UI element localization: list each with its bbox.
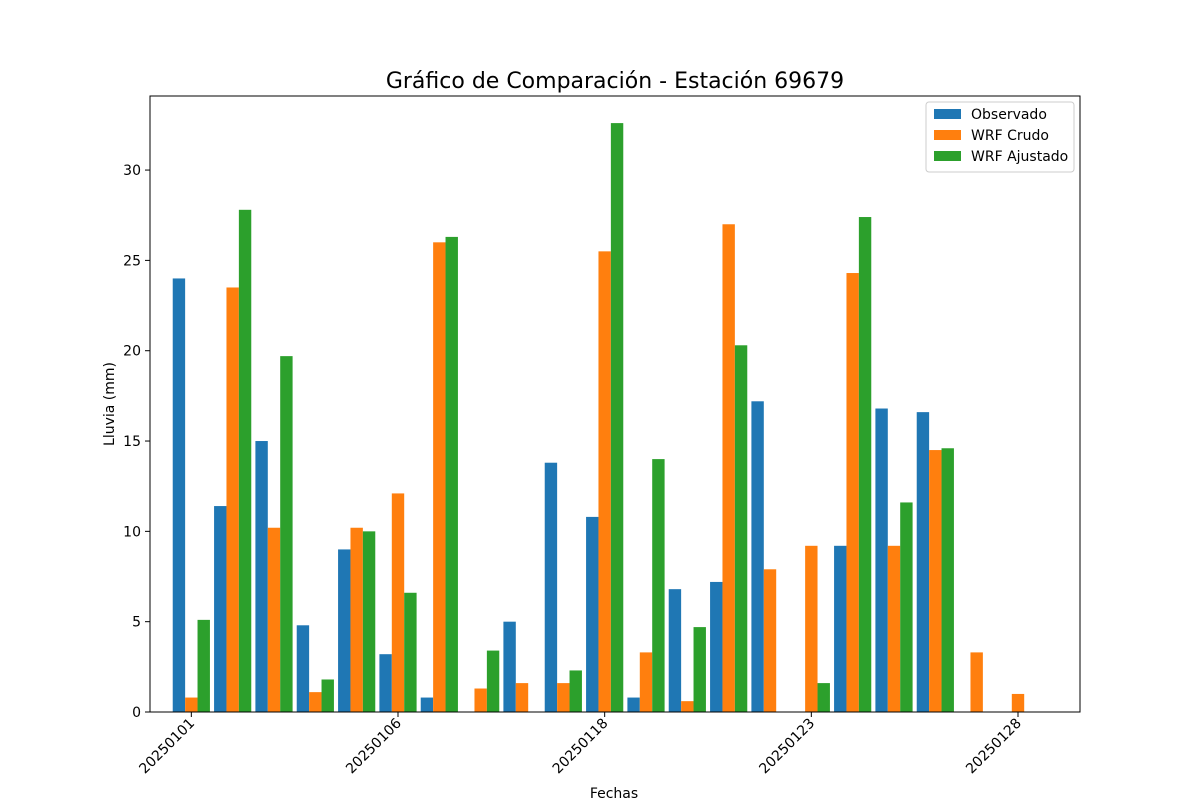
bar-wrf-ajustado-17 xyxy=(900,502,913,712)
x-tick-label: 20250128 xyxy=(963,716,1025,778)
bar-wrf-crudo-14 xyxy=(763,569,777,712)
bar-observado-14 xyxy=(751,401,764,712)
bar-wrf-crudo-18 xyxy=(929,450,942,712)
y-axis: 0 5 10 15 20 25 30 xyxy=(123,163,150,721)
bar-observado-18 xyxy=(916,412,930,712)
bar-wrf-crudo-10 xyxy=(598,251,611,712)
legend-swatch xyxy=(934,109,961,119)
bar-observado-11 xyxy=(627,697,640,712)
bar-observado-10 xyxy=(586,516,599,712)
bar-wrf-crudo-1 xyxy=(226,287,239,712)
bar-wrf-crudo-16 xyxy=(846,273,859,712)
y-tick-label: 15 xyxy=(123,434,141,450)
bar-wrf-crudo-17 xyxy=(887,545,901,712)
bar-wrf-ajustado-9 xyxy=(569,670,582,712)
bar-observado-17 xyxy=(875,408,888,712)
bar-observado-3 xyxy=(296,625,310,712)
bar-wrf-ajustado-2 xyxy=(280,356,293,712)
bar-observado-9 xyxy=(544,462,558,712)
legend-swatch xyxy=(934,151,961,161)
y-tick-label: 5 xyxy=(132,615,141,631)
legend: Observado WRF Crudo WRF Ajustado xyxy=(925,101,1075,173)
bar-observado-4 xyxy=(338,549,351,712)
bar-wrf-ajustado-13 xyxy=(734,345,748,712)
bar-wrf-crudo-5 xyxy=(391,493,405,712)
bar-wrf-ajustado-12 xyxy=(693,627,706,712)
bar-wrf-crudo-2 xyxy=(267,527,281,712)
y-axis-title: Lluvia (mm) xyxy=(102,362,118,446)
bar-observado-13 xyxy=(710,581,723,712)
x-axis-title: Fechas xyxy=(590,786,638,800)
legend-label: WRF Crudo xyxy=(971,128,1049,144)
x-axis: 20250101 20250106 20250118 20250123 20250128 xyxy=(136,712,1025,778)
bar-wrf-crudo-9 xyxy=(557,683,570,712)
x-tick-label: 20250106 xyxy=(343,715,405,777)
bar-wrf-ajustado-1 xyxy=(238,209,252,712)
x-tick-label: 20250118 xyxy=(550,716,612,778)
bar-wrf-ajustado-15 xyxy=(817,683,830,712)
bar-wrf-crudo-0 xyxy=(185,697,198,712)
bar-wrf-ajustado-4 xyxy=(362,531,376,712)
bar-observado-1 xyxy=(214,506,227,712)
bar-wrf-ajustado-10 xyxy=(610,123,624,713)
x-tick-label: 20250123 xyxy=(756,716,818,778)
bar-observado-0 xyxy=(172,278,186,712)
bar-wrf-crudo-15 xyxy=(805,545,818,712)
y-tick-label: 0 xyxy=(132,705,141,721)
bar-wrf-ajustado-6 xyxy=(445,236,458,712)
legend-label: Observado xyxy=(971,107,1047,123)
bar-observado-12 xyxy=(668,589,682,712)
bar-observado-8 xyxy=(503,621,516,712)
bar-observado-2 xyxy=(255,441,268,712)
bar-wrf-crudo-20 xyxy=(1011,693,1025,712)
bars-group xyxy=(172,123,1025,713)
bar-observado-5 xyxy=(379,654,392,712)
bar-wrf-crudo-11 xyxy=(639,652,653,712)
y-tick-label: 25 xyxy=(123,253,141,269)
bar-wrf-ajustado-11 xyxy=(652,459,665,712)
legend-swatch xyxy=(934,130,961,140)
bar-wrf-crudo-13 xyxy=(722,224,735,712)
bar-wrf-crudo-6 xyxy=(433,242,446,712)
bar-wrf-ajustado-18 xyxy=(941,448,954,712)
y-tick-label: 20 xyxy=(123,344,141,360)
bar-observado-16 xyxy=(834,545,847,712)
bar-wrf-ajustado-3 xyxy=(321,679,334,712)
bar-wrf-crudo-19 xyxy=(970,652,983,712)
bar-wrf-crudo-8 xyxy=(515,683,529,712)
y-tick-label: 10 xyxy=(123,524,141,540)
bar-observado-6 xyxy=(420,697,434,712)
bar-wrf-ajustado-0 xyxy=(197,619,210,712)
bar-wrf-crudo-7 xyxy=(474,688,487,712)
x-tick-label: 20250101 xyxy=(136,716,198,778)
bar-wrf-crudo-4 xyxy=(350,527,363,712)
bar-wrf-ajustado-5 xyxy=(404,592,417,712)
bar-wrf-crudo-3 xyxy=(309,692,322,712)
plot-frame xyxy=(149,95,1081,713)
bar-wrf-crudo-12 xyxy=(681,701,694,712)
bar-wrf-ajustado-16 xyxy=(858,217,872,712)
legend-box xyxy=(925,101,1075,173)
bar-wrf-ajustado-7 xyxy=(486,650,500,712)
y-tick-label: 30 xyxy=(123,163,141,179)
chart-title: Gráfico de Comparación - Estación 69679 xyxy=(386,69,844,94)
legend-label: WRF Ajustado xyxy=(971,149,1068,165)
